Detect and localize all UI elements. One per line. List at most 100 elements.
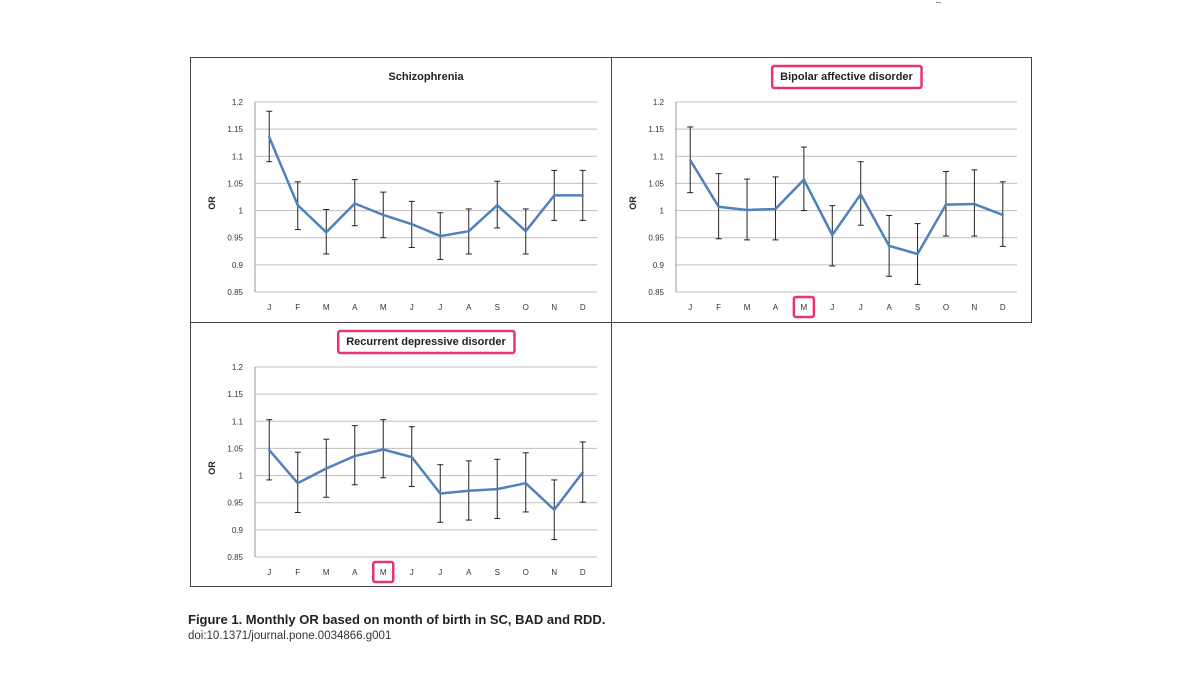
data-point bbox=[353, 202, 356, 205]
data-point bbox=[859, 193, 862, 196]
x-tick-label: J bbox=[830, 303, 834, 312]
y-axis-label: OR bbox=[628, 196, 638, 210]
data-point bbox=[296, 481, 299, 485]
x-tick-label: J bbox=[438, 568, 442, 577]
series-line bbox=[268, 448, 584, 512]
y-tick-label: 1.05 bbox=[227, 179, 243, 188]
y-tick-label: 0.95 bbox=[227, 234, 243, 243]
x-tick-label: A bbox=[773, 303, 779, 312]
data-point bbox=[944, 203, 948, 206]
x-tick-label: M bbox=[744, 303, 751, 312]
y-tick-label: 1.1 bbox=[232, 417, 244, 426]
y-tick-label: 1.1 bbox=[232, 152, 244, 161]
y-tick-label: 1 bbox=[660, 207, 665, 216]
top-edge-mark bbox=[936, 2, 941, 3]
data-point bbox=[1001, 213, 1004, 217]
x-tick-label: M bbox=[323, 568, 330, 577]
x-tick-label: J bbox=[859, 303, 863, 312]
x-tick-label: D bbox=[580, 303, 586, 312]
data-point bbox=[581, 471, 584, 474]
x-tick-label: A bbox=[886, 303, 892, 312]
data-point bbox=[325, 231, 328, 234]
y-tick-label: 1.2 bbox=[232, 363, 244, 372]
data-point bbox=[717, 205, 720, 208]
recurrent-depressive-chart-panel: Recurrent depressive disorder 1.2 1.15 1.1 1… bbox=[190, 322, 612, 587]
data-point bbox=[774, 207, 777, 211]
data-point bbox=[916, 252, 919, 256]
data-point bbox=[268, 448, 271, 452]
figure-caption: Figure 1. Monthly OR based on month of b… bbox=[188, 612, 606, 627]
chart-svg: Schizophrenia 1.2 1.15 1.1 1.05 1 0.95 0.9 0.85 O… bbox=[207, 71, 597, 312]
data-point bbox=[268, 136, 271, 139]
x-tick-label: M bbox=[323, 303, 330, 312]
x-tick-label: N bbox=[551, 303, 557, 312]
series-line bbox=[689, 159, 1004, 256]
x-tick-label: A bbox=[466, 303, 472, 312]
x-tick-label: F bbox=[295, 303, 300, 312]
x-tick-label: M bbox=[380, 303, 387, 312]
y-tick-label: 0.85 bbox=[227, 553, 243, 562]
data-point bbox=[296, 203, 299, 207]
data-point bbox=[325, 467, 328, 470]
x-tick-label: F bbox=[716, 303, 721, 312]
series-line bbox=[268, 136, 583, 238]
y-tick-label: 1 bbox=[239, 207, 244, 216]
x-tick-label: M bbox=[380, 568, 387, 577]
data-point bbox=[410, 455, 413, 459]
x-tick-label: A bbox=[352, 303, 358, 312]
data-point bbox=[382, 448, 385, 451]
y-tick-label: 0.9 bbox=[232, 261, 244, 270]
y-tick-label: 1.15 bbox=[227, 125, 243, 134]
x-tick-label: J bbox=[410, 303, 414, 312]
x-tick-label: J bbox=[410, 568, 414, 577]
y-tick-label: 1.1 bbox=[653, 152, 665, 161]
data-point bbox=[831, 233, 834, 237]
y-tick-label: 1 bbox=[239, 472, 244, 481]
x-tick-label: J bbox=[438, 303, 442, 312]
y-tick-label: 1.15 bbox=[648, 125, 664, 134]
data-point bbox=[689, 158, 692, 162]
schizophrenia-chart-panel: Schizophrenia 1.2 1.15 1.1 1.05 1 0.95 0.9 0.85 O… bbox=[190, 57, 612, 323]
data-point bbox=[439, 492, 442, 495]
data-point bbox=[887, 244, 891, 248]
x-tick-label: S bbox=[915, 303, 920, 312]
y-tick-label: 0.85 bbox=[648, 288, 664, 297]
data-point bbox=[496, 487, 499, 491]
data-point bbox=[973, 202, 976, 206]
x-tick-label: J bbox=[267, 568, 271, 577]
month-highlight-box bbox=[792, 295, 816, 319]
x-tick-label: F bbox=[295, 568, 300, 577]
x-tick-label: A bbox=[466, 568, 472, 577]
data-point bbox=[581, 194, 584, 197]
x-tick-label: A bbox=[352, 568, 358, 577]
chart-svg: Bipolar affective disorder 1.2 1.15 1.1 1.05… bbox=[628, 64, 1017, 319]
data-point bbox=[353, 454, 356, 458]
bipolar-chart-panel: Bipolar affective disorder 1.2 1.15 1.1 1.05… bbox=[611, 57, 1032, 323]
data-point bbox=[553, 194, 556, 197]
x-tick-label: N bbox=[551, 568, 557, 577]
data-point bbox=[382, 213, 385, 217]
y-axis-label: OR bbox=[207, 196, 217, 210]
x-tick-label: J bbox=[688, 303, 692, 312]
x-tick-label: O bbox=[523, 303, 529, 312]
y-tick-label: 1.2 bbox=[653, 98, 665, 107]
y-tick-label: 0.95 bbox=[648, 234, 664, 243]
chart-svg: Recurrent depressive disorder 1.2 1.15 1.1 1… bbox=[207, 329, 597, 584]
y-tick-label: 0.85 bbox=[227, 288, 243, 297]
x-tick-label: O bbox=[523, 568, 529, 577]
data-point bbox=[439, 234, 442, 238]
x-tick-label: D bbox=[580, 568, 586, 577]
y-tick-label: 1.15 bbox=[227, 390, 243, 399]
chart-title: Recurrent depressive disorder bbox=[346, 336, 506, 348]
y-tick-label: 0.9 bbox=[232, 526, 244, 535]
x-tick-label: O bbox=[943, 303, 949, 312]
data-point bbox=[410, 222, 413, 226]
chart-title: Bipolar affective disorder bbox=[780, 71, 913, 83]
y-tick-label: 0.95 bbox=[227, 499, 243, 508]
data-point bbox=[524, 481, 527, 485]
data-point bbox=[496, 203, 499, 207]
data-point bbox=[467, 489, 470, 492]
data-point bbox=[467, 230, 470, 233]
y-tick-label: 1.05 bbox=[227, 444, 243, 453]
title-highlight-box bbox=[770, 64, 923, 90]
